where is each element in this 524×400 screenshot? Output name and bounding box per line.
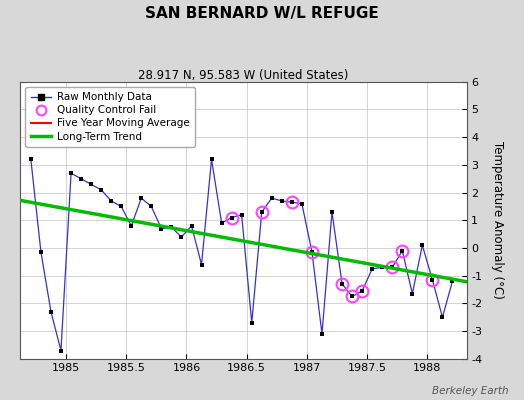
Text: Berkeley Earth: Berkeley Earth <box>432 386 508 396</box>
Title: 28.917 N, 95.583 W (United States): 28.917 N, 95.583 W (United States) <box>138 69 349 82</box>
Text: SAN BERNARD W/L REFUGE: SAN BERNARD W/L REFUGE <box>145 6 379 21</box>
Y-axis label: Temperature Anomaly (°C): Temperature Anomaly (°C) <box>491 141 504 299</box>
Legend: Raw Monthly Data, Quality Control Fail, Five Year Moving Average, Long-Term Tren: Raw Monthly Data, Quality Control Fail, … <box>26 87 194 147</box>
